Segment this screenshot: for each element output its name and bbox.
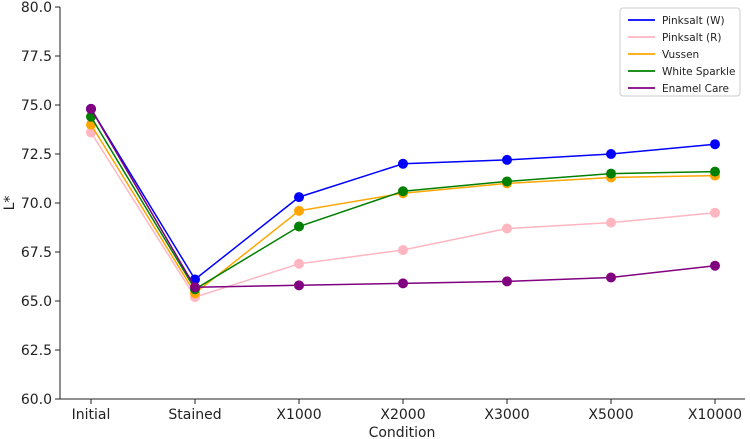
- legend-entry: Pinksalt (R): [628, 32, 722, 44]
- y-tick-label: 67.5: [21, 245, 52, 261]
- data-point: [502, 276, 512, 287]
- legend-entry: White Sparkle: [628, 66, 735, 78]
- data-point: [86, 103, 96, 114]
- data-point: [398, 158, 408, 169]
- legend-label: Pinksalt (R): [662, 32, 722, 44]
- data-point: [606, 272, 616, 283]
- legend-box: [619, 7, 741, 97]
- y-tick-label: 62.5: [21, 343, 52, 359]
- y-tick-label: 80.0: [21, 0, 52, 16]
- data-point: [398, 278, 408, 289]
- data-point: [190, 282, 200, 293]
- data-point: [710, 207, 720, 218]
- x-tick-label: Initial: [72, 407, 111, 423]
- y-tick-label: 72.5: [21, 147, 52, 163]
- series-2: [86, 119, 720, 299]
- y-ticks: 60.0 62.5 65.0 67.5 70.0 72.5 75.0 77.5 80.0: [21, 0, 60, 408]
- x-ticks: Initial Stained X1000 X2000 X3000 X5000 X10000: [72, 399, 742, 423]
- x-tick-label: X10000: [688, 407, 742, 423]
- data-point: [710, 139, 720, 150]
- series-4: [86, 103, 720, 293]
- legend-entry: Enamel Care: [628, 83, 729, 95]
- data-point: [502, 154, 512, 165]
- x-tick-label: Stained: [168, 407, 221, 423]
- data-point: [710, 260, 720, 271]
- x-tick-label: X3000: [484, 407, 529, 423]
- series-line: [90, 124, 716, 295]
- x-tick-label: X5000: [588, 407, 633, 423]
- data-point: [294, 192, 304, 203]
- data-point: [710, 166, 720, 177]
- data-point: [294, 258, 304, 269]
- data-point: [606, 168, 616, 179]
- data-point: [502, 223, 512, 234]
- data-point: [398, 245, 408, 256]
- legend-label: Vussen: [662, 49, 699, 61]
- legend-label: White Sparkle: [662, 66, 735, 78]
- x-tick-label: X1000: [276, 407, 321, 423]
- y-tick-label: 65.0: [21, 294, 52, 310]
- data-point: [606, 149, 616, 159]
- legend-entry: Vussen: [628, 49, 699, 61]
- legend: Pinksalt (W) Pinksalt (R) Vussen White Spar…: [619, 7, 741, 97]
- y-tick-label: 60.0: [21, 392, 52, 408]
- data-point: [294, 221, 304, 232]
- data-point: [398, 186, 408, 197]
- legend-entry: Pinksalt (W): [628, 15, 725, 27]
- y-tick-label: 77.5: [21, 49, 52, 65]
- x-axis-title: Condition: [369, 425, 436, 439]
- data-point: [294, 205, 304, 216]
- legend-label: Pinksalt (W): [662, 15, 725, 27]
- data-point: [606, 217, 616, 228]
- legend-label: Enamel Care: [662, 83, 729, 95]
- series-layer: [86, 103, 720, 303]
- y-axis-title: L*: [2, 196, 18, 211]
- x-tick-label: X2000: [380, 407, 425, 423]
- y-tick-label: 75.0: [21, 98, 52, 114]
- data-point: [502, 176, 512, 187]
- data-point: [294, 280, 304, 291]
- y-tick-label: 70.0: [21, 196, 52, 212]
- series-3: [86, 111, 720, 295]
